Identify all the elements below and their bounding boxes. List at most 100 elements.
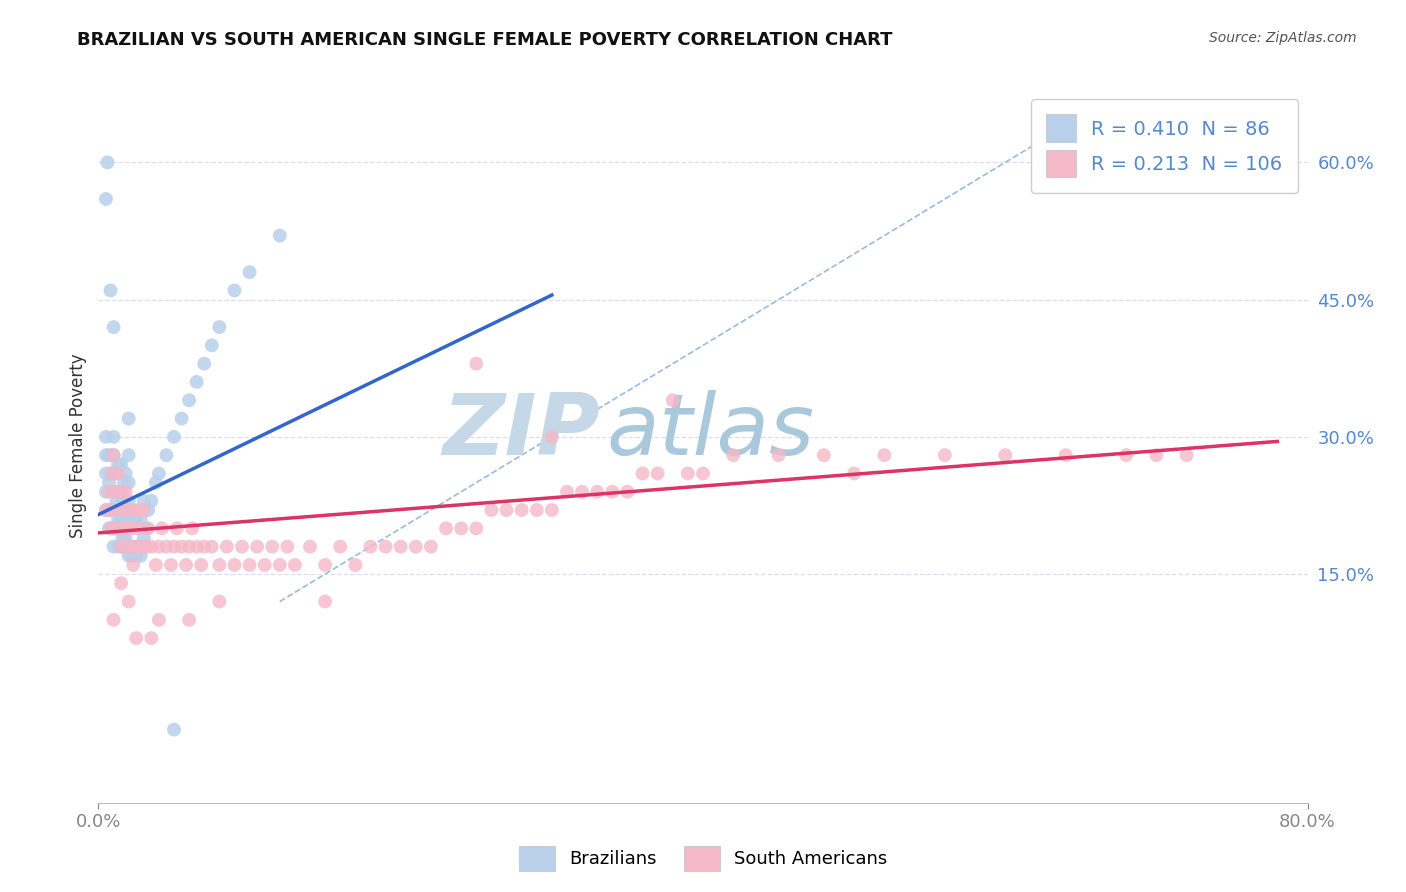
Point (276, 540, 298, 554)
Point (100, 503, 122, 517)
Point (103, 448, 125, 462)
Point (269, 558, 291, 572)
Point (118, 494, 141, 508)
Point (360, 540, 382, 554)
Point (844, 467, 866, 481)
Point (115, 503, 138, 517)
Point (166, 521, 188, 535)
Point (103, 503, 125, 517)
Point (124, 503, 146, 517)
Point (129, 512, 152, 526)
Point (103, 467, 125, 481)
Point (135, 521, 157, 535)
Point (299, 540, 322, 554)
Point (103, 448, 125, 462)
Point (181, 521, 204, 535)
Point (163, 430, 186, 444)
Point (107, 540, 129, 554)
Point (98, 503, 121, 517)
Point (122, 549, 145, 563)
Point (101, 448, 124, 462)
Point (208, 320, 231, 334)
Point (262, 540, 284, 554)
Point (329, 540, 352, 554)
Point (110, 484, 132, 499)
Point (239, 265, 262, 279)
Point (111, 494, 134, 508)
Point (110, 576, 132, 591)
Point (224, 284, 246, 298)
Point (224, 558, 246, 572)
Point (208, 594, 231, 608)
Point (148, 613, 170, 627)
Point (179, 613, 201, 627)
Point (98, 475, 121, 490)
Point (141, 631, 163, 645)
Point (193, 540, 215, 554)
Point (873, 448, 896, 462)
Point (389, 540, 412, 554)
Point (314, 558, 336, 572)
Point (94, 503, 117, 517)
Point (103, 320, 125, 334)
Point (571, 484, 593, 499)
Point (314, 594, 336, 608)
Point (94, 192, 117, 206)
Point (107, 512, 129, 526)
Point (98, 484, 121, 499)
Point (186, 540, 208, 554)
Point (118, 448, 141, 462)
Point (813, 448, 835, 462)
Point (94, 467, 117, 481)
Point (1115, 448, 1137, 462)
Point (108, 503, 131, 517)
Text: Source: ZipAtlas.com: Source: ZipAtlas.com (1209, 31, 1357, 45)
Point (115, 521, 138, 535)
Point (114, 467, 136, 481)
Point (132, 503, 155, 517)
Point (105, 494, 128, 508)
Point (103, 613, 125, 627)
Point (100, 467, 122, 481)
Point (934, 448, 956, 462)
Point (103, 503, 125, 517)
Point (160, 558, 183, 572)
Point (125, 540, 148, 554)
Point (103, 540, 125, 554)
Point (155, 540, 177, 554)
Point (101, 521, 124, 535)
Point (112, 475, 135, 490)
Point (114, 503, 136, 517)
Point (141, 540, 163, 554)
Legend: Brazilians, South Americans: Brazilians, South Americans (512, 838, 894, 879)
Point (190, 558, 212, 572)
Point (118, 521, 141, 535)
Point (112, 540, 135, 554)
Point (344, 558, 367, 572)
Point (110, 540, 132, 554)
Point (1175, 448, 1198, 462)
Point (170, 411, 193, 425)
Point (112, 521, 135, 535)
Point (129, 540, 152, 554)
Point (405, 540, 427, 554)
Point (631, 467, 654, 481)
Point (215, 540, 238, 554)
Point (101, 484, 124, 499)
Point (125, 549, 148, 563)
Point (98, 448, 121, 462)
Point (201, 338, 224, 352)
Point (602, 484, 624, 499)
Point (1144, 448, 1167, 462)
Point (150, 521, 173, 535)
Point (128, 540, 150, 554)
Point (145, 475, 167, 490)
Point (96, 155, 118, 169)
Point (170, 540, 193, 554)
Point (540, 503, 562, 517)
Point (100, 521, 122, 535)
Point (201, 540, 224, 554)
Point (136, 521, 159, 535)
Point (94, 430, 117, 444)
Point (495, 503, 517, 517)
